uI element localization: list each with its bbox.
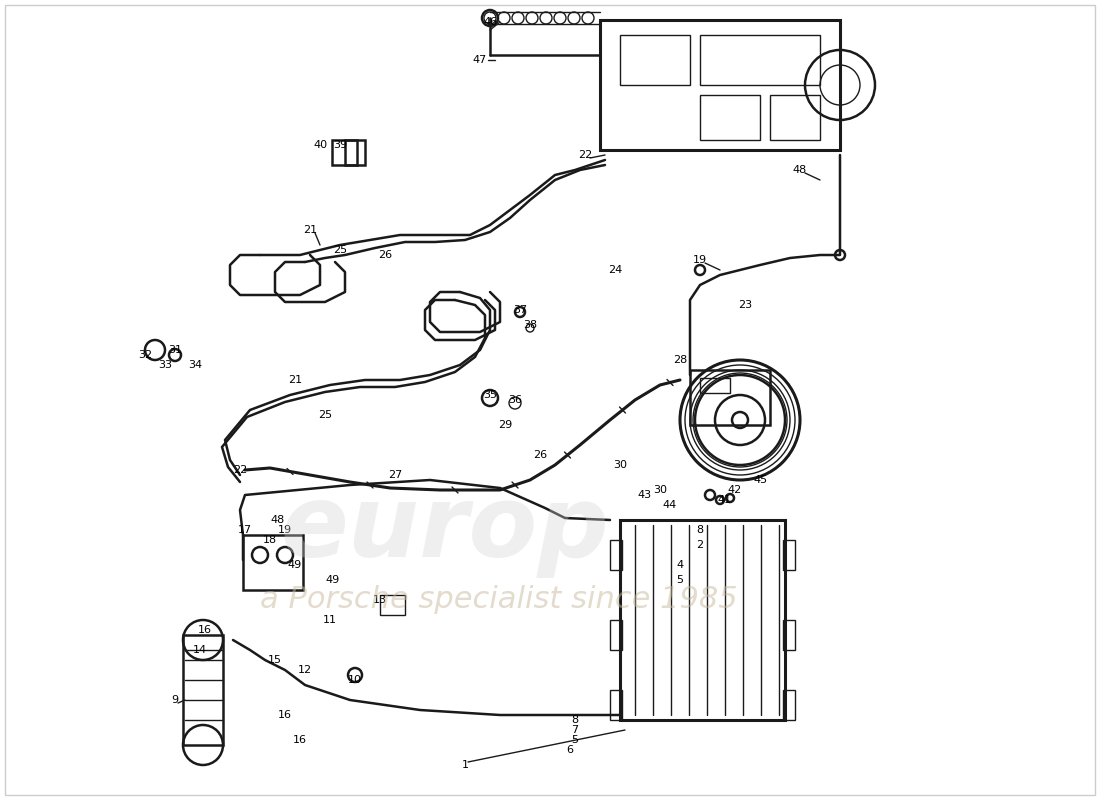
Bar xyxy=(783,690,795,720)
Text: 19: 19 xyxy=(278,525,293,535)
Text: 25: 25 xyxy=(318,410,332,420)
Text: 47: 47 xyxy=(473,55,487,65)
Bar xyxy=(620,520,785,720)
Text: 21: 21 xyxy=(302,225,317,235)
Text: 18: 18 xyxy=(263,535,277,545)
Text: 38: 38 xyxy=(522,320,537,330)
Text: 6: 6 xyxy=(566,745,573,755)
Bar xyxy=(700,95,760,140)
Text: 39: 39 xyxy=(333,140,348,150)
Text: 15: 15 xyxy=(268,655,282,665)
Text: a Porsche specialist since 1985: a Porsche specialist since 1985 xyxy=(260,586,738,614)
Text: 14: 14 xyxy=(192,645,207,655)
Text: 34: 34 xyxy=(188,360,202,370)
Bar xyxy=(610,540,621,570)
Text: 41: 41 xyxy=(718,495,733,505)
Bar xyxy=(345,140,365,165)
Text: 40: 40 xyxy=(312,140,327,150)
Text: 25: 25 xyxy=(333,245,348,255)
Bar xyxy=(783,540,795,570)
Text: 27: 27 xyxy=(388,470,403,480)
Text: 30: 30 xyxy=(653,485,667,495)
Text: 7: 7 xyxy=(571,725,579,735)
Text: 35: 35 xyxy=(483,390,497,400)
Bar xyxy=(243,535,302,590)
Text: 17: 17 xyxy=(238,525,252,535)
Bar xyxy=(332,140,358,165)
Text: 48: 48 xyxy=(793,165,807,175)
Bar xyxy=(620,35,690,85)
Text: 48: 48 xyxy=(271,515,285,525)
Text: 28: 28 xyxy=(673,355,688,365)
Text: 32: 32 xyxy=(138,350,152,360)
Bar xyxy=(700,378,730,393)
Text: 36: 36 xyxy=(508,395,522,405)
Text: 31: 31 xyxy=(168,345,182,355)
Text: 22: 22 xyxy=(578,150,592,160)
Text: 44: 44 xyxy=(663,500,678,510)
Text: 49: 49 xyxy=(288,560,302,570)
Text: 23: 23 xyxy=(738,300,752,310)
Bar xyxy=(183,635,223,745)
Text: 8: 8 xyxy=(571,715,579,725)
Bar xyxy=(600,20,840,150)
Text: 29: 29 xyxy=(498,420,513,430)
Text: 8: 8 xyxy=(696,525,704,535)
Text: 30: 30 xyxy=(613,460,627,470)
Bar xyxy=(700,35,820,85)
Text: 16: 16 xyxy=(278,710,292,720)
Text: 46: 46 xyxy=(483,17,497,27)
Text: 43: 43 xyxy=(638,490,652,500)
Text: 11: 11 xyxy=(323,615,337,625)
Text: 45: 45 xyxy=(752,475,767,485)
Text: 49: 49 xyxy=(326,575,340,585)
Text: 16: 16 xyxy=(198,625,212,635)
Text: 16: 16 xyxy=(293,735,307,745)
Text: 26: 26 xyxy=(532,450,547,460)
Text: 5: 5 xyxy=(572,735,579,745)
Text: 37: 37 xyxy=(513,305,527,315)
Text: 21: 21 xyxy=(288,375,302,385)
Text: 9: 9 xyxy=(172,695,178,705)
Text: 24: 24 xyxy=(608,265,623,275)
Text: 4: 4 xyxy=(676,560,683,570)
Text: 26: 26 xyxy=(378,250,392,260)
Text: 12: 12 xyxy=(298,665,312,675)
Bar xyxy=(379,595,405,615)
Text: 10: 10 xyxy=(348,675,362,685)
Bar xyxy=(610,690,621,720)
Text: 22: 22 xyxy=(233,465,248,475)
Text: 19: 19 xyxy=(693,255,707,265)
Bar xyxy=(610,620,621,650)
Text: 13: 13 xyxy=(373,595,387,605)
Text: 2: 2 xyxy=(696,540,704,550)
Bar xyxy=(783,620,795,650)
Bar xyxy=(770,95,820,140)
Text: europ: europ xyxy=(280,482,609,578)
Text: 5: 5 xyxy=(676,575,683,585)
Text: 1: 1 xyxy=(462,760,469,770)
Bar xyxy=(690,370,770,425)
Text: 33: 33 xyxy=(158,360,172,370)
Text: 42: 42 xyxy=(728,485,743,495)
